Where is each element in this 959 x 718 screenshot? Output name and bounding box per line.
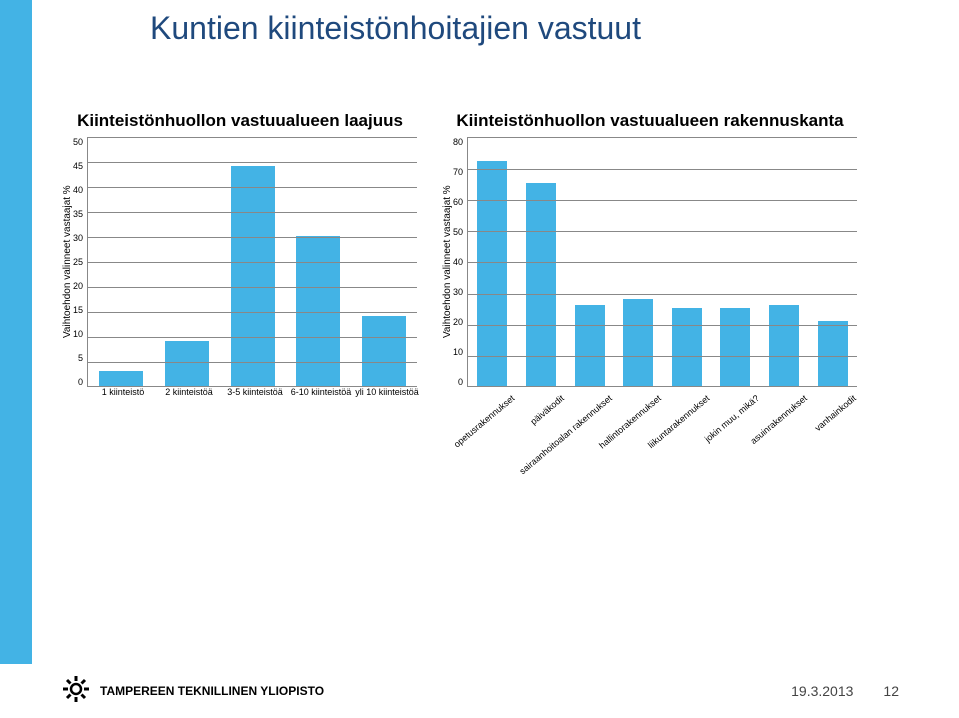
y-tick: 70 [453, 167, 463, 177]
grid-line [88, 362, 417, 363]
y-tick: 45 [73, 161, 83, 171]
bar [672, 308, 702, 386]
bar [477, 161, 507, 386]
chart2-y-ticks: 80 70 60 50 40 30 20 10 0 [453, 137, 467, 387]
y-tick: 50 [453, 227, 463, 237]
y-tick: 60 [453, 197, 463, 207]
chart1-y-ticks: 50454035302520151050 [73, 137, 87, 387]
x-label: vanhainkodit [812, 387, 860, 497]
bar [296, 236, 340, 386]
bar [818, 321, 848, 387]
bar [575, 305, 605, 386]
bar [231, 166, 275, 386]
grid-line [468, 137, 857, 138]
y-tick: 5 [73, 353, 83, 363]
chart1-title: Kiinteistönhuollon vastuualueen laajuus [60, 110, 420, 131]
y-tick: 20 [453, 317, 463, 327]
grid-line [468, 325, 857, 326]
chart-rakennuskanta: Kiinteistönhuollon vastuualueen rakennus… [440, 110, 860, 497]
y-tick: 30 [73, 233, 83, 243]
grid-line [88, 162, 417, 163]
x-label: 2 kiinteistöä [156, 387, 222, 397]
bar [769, 305, 799, 386]
chart1-plot [87, 137, 417, 387]
footer-date: 19.3.2013 [791, 683, 853, 699]
bar [623, 299, 653, 387]
grid-line [88, 337, 417, 338]
grid-line [88, 262, 417, 263]
bar [720, 308, 750, 386]
y-tick: 40 [73, 185, 83, 195]
logo: TAMPEREEN TEKNILLINEN YLIOPISTO [60, 673, 324, 710]
grid-line [468, 231, 857, 232]
gear-icon [60, 673, 92, 710]
chart-laajuus: Kiinteistönhuollon vastuualueen laajuus … [60, 110, 420, 497]
footer: TAMPEREEN TEKNILLINEN YLIOPISTO 19.3.201… [0, 664, 959, 718]
grid-line [468, 356, 857, 357]
grid-line [468, 294, 857, 295]
footer-page: 12 [883, 683, 899, 699]
y-tick: 50 [73, 137, 83, 147]
chart1-x-labels: 1 kiinteistö2 kiinteistöä3-5 kiinteistöä… [90, 387, 420, 397]
x-label: 1 kiinteistö [90, 387, 156, 397]
y-tick: 0 [453, 377, 463, 387]
grid-line [88, 137, 417, 138]
x-label: opetusrakennukset [470, 387, 518, 497]
grid-line [88, 237, 417, 238]
charts-row: Kiinteistönhuollon vastuualueen laajuus … [60, 110, 930, 497]
bar [165, 341, 209, 386]
left-stripe [0, 0, 32, 664]
x-label: liikuntarakennukset [665, 387, 713, 497]
grid-line [468, 200, 857, 201]
y-tick: 15 [73, 305, 83, 315]
y-tick: 25 [73, 257, 83, 267]
x-label: 3-5 kiinteistöä [222, 387, 288, 397]
x-label: 6-10 kiinteistöä [288, 387, 354, 397]
chart1-y-axis-label: Vaihtoehdon valinneet vastaajat % [60, 137, 73, 387]
y-tick: 0 [73, 377, 83, 387]
footer-right: 19.3.2013 12 [791, 683, 899, 699]
chart2-title: Kiinteistönhuollon vastuualueen rakennus… [440, 110, 860, 131]
y-tick: 80 [453, 137, 463, 147]
y-tick: 10 [73, 329, 83, 339]
y-tick: 35 [73, 209, 83, 219]
grid-line [88, 187, 417, 188]
grid-line [88, 287, 417, 288]
grid-line [468, 169, 857, 170]
page-title: Kuntien kiinteistönhoitajien vastuut [150, 10, 641, 47]
grid-line [468, 262, 857, 263]
y-tick: 10 [453, 347, 463, 357]
chart2-plot [467, 137, 857, 387]
x-label: asuinrakennukset [763, 387, 811, 497]
grid-line [88, 312, 417, 313]
bar [362, 316, 406, 386]
org-name: TAMPEREEN TEKNILLINEN YLIOPISTO [100, 684, 324, 698]
y-tick: 30 [453, 287, 463, 297]
grid-line [88, 212, 417, 213]
x-label: yli 10 kiinteistöä [354, 387, 420, 397]
y-tick: 20 [73, 281, 83, 291]
bar [99, 371, 143, 386]
chart2-y-axis-label: Vaihtoehdon valinneet vastaajat % [440, 137, 453, 387]
y-tick: 40 [453, 257, 463, 267]
chart2-x-labels: opetusrakennuksetpäiväkoditsairaanhoitoa… [470, 387, 860, 497]
